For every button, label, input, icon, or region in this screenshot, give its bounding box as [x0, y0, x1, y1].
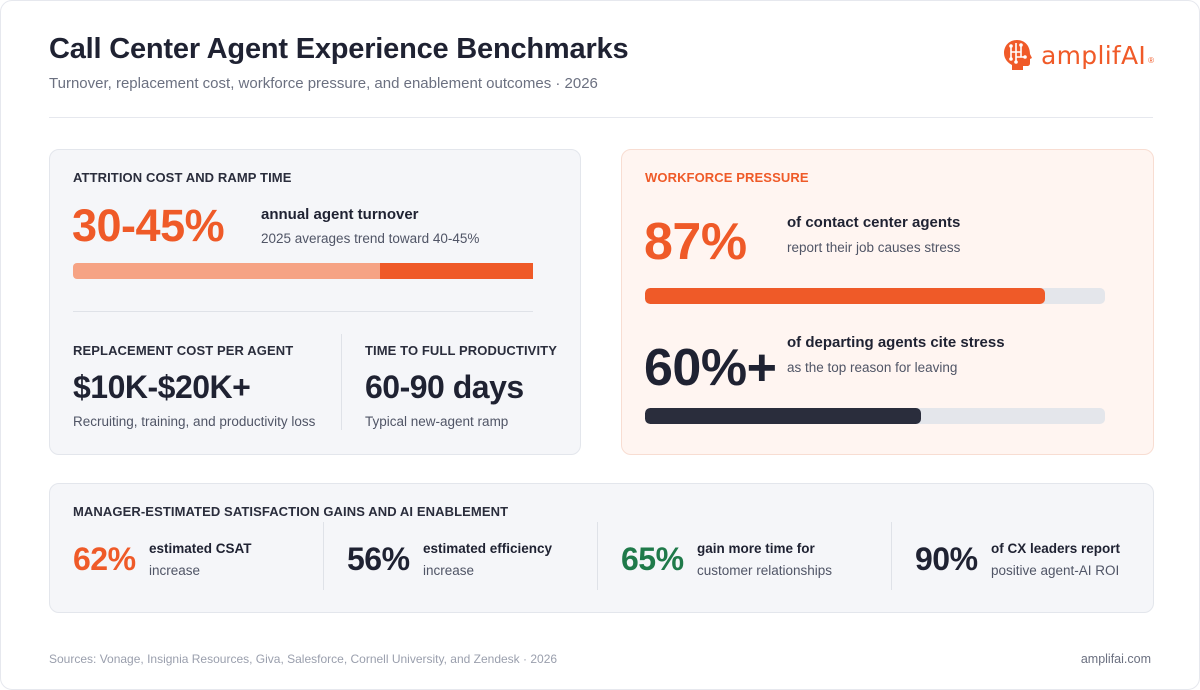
logo-wordmark: amplifAI [1041, 40, 1147, 70]
gain-headline-csat: estimated CSAT [149, 541, 252, 556]
gain-note-roi: positive agent-AI ROI [991, 563, 1120, 578]
page-title: Call Center Agent Experience Benchmarks [49, 33, 629, 65]
pressure-label: WORKFORCE PRESSURE [645, 170, 809, 185]
replacement-value: $10K-$20K+ [73, 369, 251, 405]
gain-value-efficiency: 56% [347, 541, 410, 577]
turnover-value: 30-45% [72, 200, 225, 251]
gains-divider-3 [891, 522, 892, 590]
attrition-column-divider [341, 334, 342, 430]
turnover-note: 2025 averages trend toward 40-45% [261, 231, 480, 246]
attrition-label: ATTRITION COST AND RAMP TIME [73, 170, 292, 185]
gain-headline-time: gain more time for [697, 541, 815, 556]
gains-divider-2 [597, 522, 598, 590]
gain-note-time: customer relationships [697, 563, 833, 578]
departing-note: as the top reason for leaving [787, 360, 958, 375]
ramp-note: Typical new-agent ramp [365, 414, 509, 429]
attrition-divider [73, 311, 533, 312]
departing-headline: of departing agents cite stress [787, 334, 1005, 351]
gain-value-time: 65% [621, 541, 684, 577]
header-divider [49, 117, 1153, 118]
departing-bar-track [645, 408, 1105, 424]
stress-headline: of contact center agents [787, 214, 961, 231]
gain-headline-roi: of CX leaders report [991, 541, 1121, 556]
departing-bar-fill [645, 408, 921, 424]
gains-divider-1 [323, 522, 324, 590]
footer-url: amplifai.com [1080, 652, 1151, 666]
turnover-bar-high-segment [380, 263, 533, 279]
gain-headline-efficiency: estimated efficiency [423, 541, 553, 556]
gain-value-roi: 90% [915, 541, 978, 577]
turnover-bar [73, 263, 533, 279]
brand-logo: amplifAI ® [1001, 37, 1154, 73]
stress-bar-fill [645, 288, 1045, 304]
turnover-bar-low-segment [73, 263, 380, 279]
registered-mark: ® [1148, 55, 1155, 65]
gains-label: MANAGER-ESTIMATED SATISFACTION GAINS AND… [73, 504, 509, 519]
stress-bar-track [645, 288, 1105, 304]
gain-value-csat: 62% [73, 541, 136, 577]
ramp-value: 60-90 days [365, 369, 524, 405]
gain-note-efficiency: increase [423, 563, 475, 578]
footer-sources: Sources: Vonage, Insignia Resources, Giv… [49, 652, 558, 666]
brain-logo-icon [1004, 40, 1032, 70]
ramp-label: TIME TO FULL PRODUCTIVITY [365, 343, 557, 358]
stress-note: report their job causes stress [787, 240, 961, 255]
stress-value: 87% [644, 213, 747, 271]
workforce-pressure-card: WORKFORCE PRESSURE 87% of contact center… [621, 149, 1154, 455]
page-subtitle: Turnover, replacement cost, workforce pr… [49, 75, 598, 92]
gains-card: MANAGER-ESTIMATED SATISFACTION GAINS AND… [49, 483, 1154, 613]
gain-note-csat: increase [149, 563, 201, 578]
turnover-headline: annual agent turnover [261, 206, 419, 223]
replacement-label: REPLACEMENT COST PER AGENT [73, 343, 294, 358]
attrition-card: ATTRITION COST AND RAMP TIME 30-45% annu… [49, 149, 581, 455]
departing-value: 60%+ [644, 339, 777, 397]
replacement-note: Recruiting, training, and productivity l… [73, 414, 316, 429]
